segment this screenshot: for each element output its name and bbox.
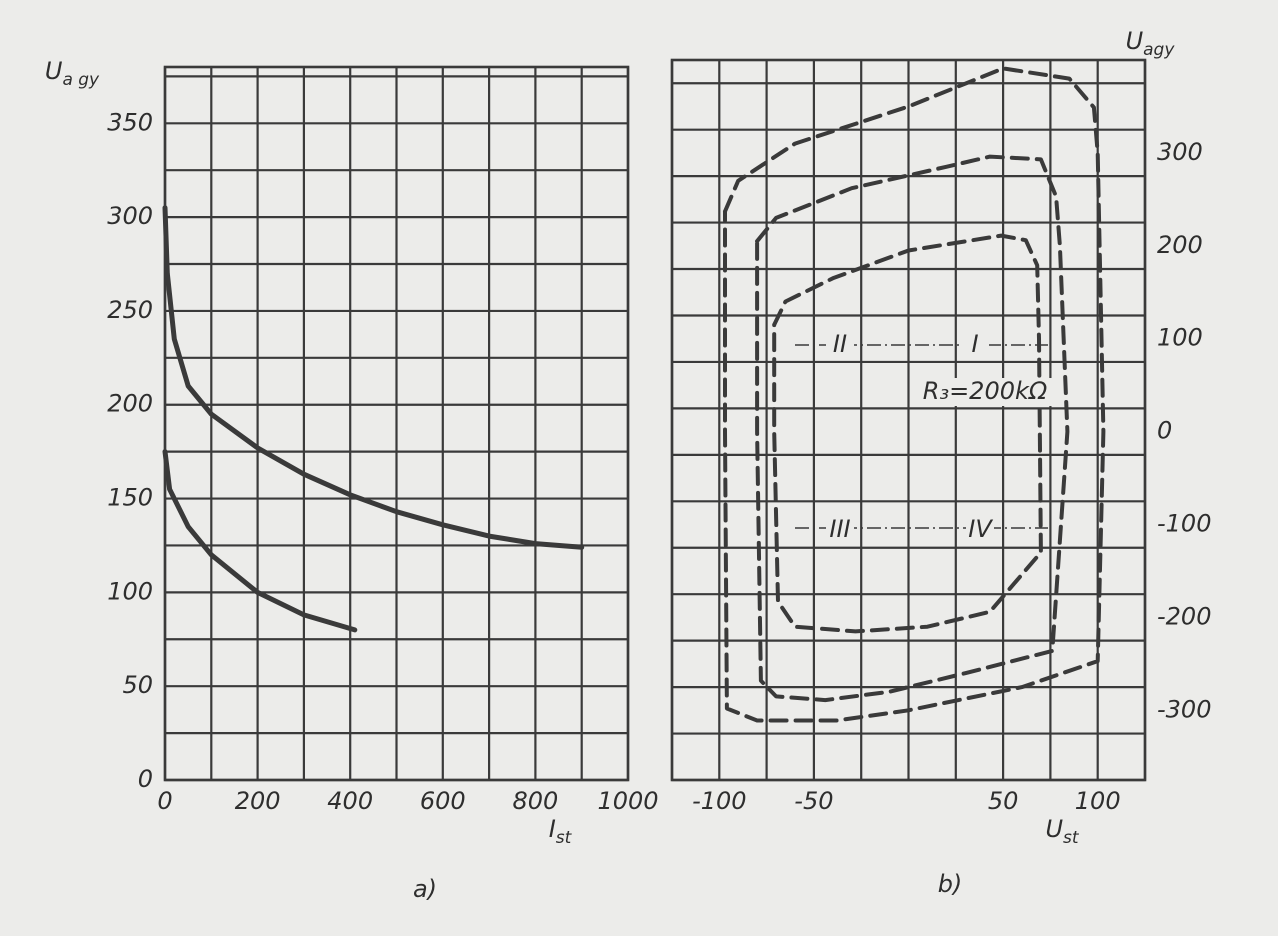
curve (772, 233, 1043, 634)
annotation: R₃=200kΩ (923, 377, 1048, 405)
annotation-bg (826, 331, 854, 359)
x-tick-label: 800 (512, 787, 558, 815)
y-axis-label-sub: agy (1143, 40, 1175, 60)
x-tick-label: 100 (1075, 787, 1121, 815)
x-tick-label: -100 (692, 787, 746, 815)
y-tick-label: 200 (1157, 231, 1203, 259)
y-axis-label: Ua gy (45, 57, 100, 90)
y-tick-label: 100 (1157, 324, 1203, 352)
plot-frame (163, 65, 630, 782)
panel-label: b) (938, 870, 963, 898)
x-axis-label-sub: st (1063, 828, 1080, 848)
y-tick-label: 100 (107, 577, 153, 605)
annotation-bg (966, 516, 994, 544)
y-tick-label: 50 (122, 671, 153, 699)
x-tick-label: 200 (235, 787, 281, 815)
y-axis-label-sub: a gy (62, 70, 100, 90)
curve (723, 66, 1106, 723)
plots: 0 200 400 600 800 1000050100150200250300350Ua… (45, 27, 1212, 903)
annotation-bg (961, 331, 989, 359)
y-tick-label: 350 (107, 108, 153, 136)
y-tick-label: -200 (1157, 602, 1211, 630)
curve (162, 449, 358, 633)
x-tick-label: 400 (327, 787, 373, 815)
y-axis-label-main: U (1126, 27, 1144, 55)
y-tick-label: 300 (107, 202, 153, 230)
y-tick-label: 250 (107, 296, 153, 324)
y-axis-label: Uagy (1126, 27, 1176, 60)
x-axis-label-sub: st (556, 828, 573, 848)
x-tick-label: 0 (157, 787, 172, 815)
y-tick-label: 200 (107, 390, 153, 418)
x-tick-label: -50 (794, 787, 833, 815)
annotation: II (833, 330, 847, 358)
x-tick-label: 1000 (597, 787, 658, 815)
x-axis-label-main: I (549, 815, 556, 843)
y-tick-label: 300 (1157, 138, 1203, 166)
curve (755, 154, 1070, 703)
curve (162, 205, 585, 550)
y-tick-label: -100 (1157, 510, 1211, 538)
x-axis-label: Ust (1045, 815, 1079, 848)
annotation-bg (915, 378, 1055, 406)
annotation: I (971, 330, 978, 358)
x-axis-label: Ist (549, 815, 573, 848)
annotation: III (829, 515, 850, 543)
plot-frame (670, 58, 1147, 782)
annotation-bg (826, 516, 854, 544)
y-tick-label: 0 (1157, 417, 1172, 445)
y-tick-label: -300 (1157, 695, 1211, 723)
panel-label: a) (413, 875, 437, 903)
x-axis-label-main: U (1045, 815, 1063, 843)
annotation: IV (968, 515, 993, 543)
y-tick-label: 150 (107, 484, 153, 512)
x-tick-label: 50 (988, 787, 1019, 815)
x-tick-label: 600 (420, 787, 466, 815)
y-tick-label: 0 (138, 765, 153, 793)
y-axis-label-main: U (45, 57, 63, 85)
